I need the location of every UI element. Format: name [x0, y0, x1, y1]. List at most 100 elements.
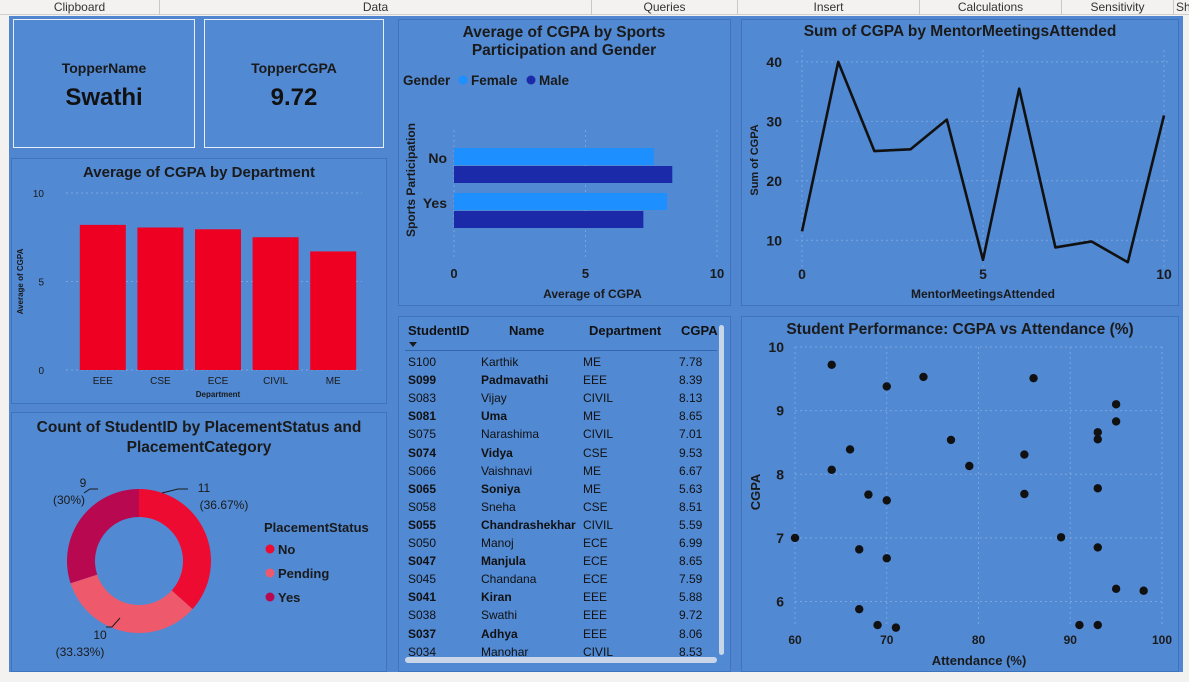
y-tick-label: 40	[766, 54, 782, 70]
chart-title: Sum of CGPA by MentorMeetingsAttended	[804, 23, 1117, 40]
bar-civil	[252, 237, 299, 370]
scatter-point	[882, 496, 891, 505]
table-row[interactable]: S081 Uma ME 8.65	[399, 409, 730, 427]
card-topper-cgpa[interactable]: TopperCGPA 9.72	[205, 20, 383, 147]
column-header-department[interactable]: Department	[589, 323, 662, 338]
leader-line	[106, 617, 121, 628]
cell-studentid: S066	[408, 463, 437, 478]
table-row[interactable]: S058 Sneha CSE 8.51	[399, 500, 730, 518]
table-row[interactable]: S034 Manohar CIVIL 8.53	[399, 645, 730, 663]
table-row[interactable]: S038 Swathi EEE 9.72	[399, 608, 730, 626]
cell-studentid: S047	[408, 554, 437, 569]
y-axis-title: CGPA	[748, 473, 763, 510]
right-edge-strip	[1183, 16, 1189, 672]
table-row[interactable]: S074 Vidya CSE 9.53	[399, 446, 730, 464]
x-axis-title: MentorMeetingsAttended	[911, 287, 1055, 301]
table-row[interactable]: S083 Vijay CIVIL 8.13	[399, 391, 730, 409]
cell-department: EEE	[583, 626, 608, 641]
y-tick-label: 0	[38, 366, 44, 377]
data-label: 10	[93, 628, 107, 642]
scatter-point	[1093, 435, 1102, 444]
cell-studentid: S100	[408, 355, 437, 369]
chart-mentor-meetings[interactable]: Sum of CGPA by MentorMeetingsAttended 10 2…	[742, 20, 1178, 305]
ribbon-group-insert[interactable]: Insert	[738, 0, 920, 15]
cell-name: Kiran	[481, 590, 512, 605]
chart-title: Average of CGPA by Department	[83, 164, 315, 181]
scatter-point	[1093, 428, 1102, 437]
table-header: StudentID Name Department CGPA	[399, 323, 730, 345]
table-row[interactable]: S041 Kiran EEE 5.88	[399, 590, 730, 608]
scatter-point	[1093, 484, 1102, 493]
column-header-name[interactable]: Name	[509, 323, 545, 338]
y-axis-title: Sports Participation	[404, 123, 418, 237]
table-row[interactable]: S066 Vaishnavi ME 6.67	[399, 464, 730, 482]
data-label: (33.33%)	[56, 645, 105, 659]
ribbon-group-clipboard[interactable]: Clipboard	[0, 0, 160, 15]
sort-descending-icon[interactable]	[408, 341, 418, 349]
scatter-point	[1020, 489, 1029, 499]
table-row[interactable]: S065 Soniya ME 5.63	[399, 482, 730, 500]
cell-department: CSE	[583, 499, 608, 514]
cell-cgpa: 9.72	[679, 608, 703, 623]
cell-cgpa: 8.06	[679, 626, 703, 641]
horizontal-scrollbar[interactable]	[405, 657, 717, 663]
table-row[interactable]: S075 Narashima CIVIL 7.01	[399, 427, 730, 445]
table-row[interactable]: S099 Padmavathi EEE 8.39	[399, 373, 730, 391]
student-table[interactable]: StudentID Name Department CGPA S100 Karth…	[399, 317, 730, 671]
ribbon-group-calculations[interactable]: Calculations	[920, 0, 1062, 15]
ribbon-group-sensitivity[interactable]: Sensitivity	[1062, 0, 1174, 15]
chart-title: Count of StudentID by PlacementStatus an…	[37, 419, 362, 436]
cell-studentid: S037	[408, 626, 437, 641]
cell-studentid: S041	[408, 590, 437, 605]
vertical-scrollbar[interactable]	[719, 325, 724, 655]
chart-svg: Average of CGPA by Department 0 5 10 EEE CSE E…	[16, 164, 362, 399]
chart-placement-donut[interactable]: Count of StudentID by PlacementStatus an…	[12, 413, 386, 671]
cell-name: Vaishnavi	[481, 463, 533, 478]
scatter-point	[1020, 450, 1029, 459]
bar-ece	[195, 229, 241, 370]
cell-cgpa: 5.59	[679, 517, 703, 532]
x-axis-title: Department	[196, 390, 241, 399]
ribbon-group-queries[interactable]: Queries	[592, 0, 738, 15]
chart-svg: Sum of CGPA by MentorMeetingsAttended 10 2…	[749, 23, 1172, 301]
cell-name: Chandrashekhar	[481, 517, 576, 532]
chart-title: Participation and Gender	[472, 42, 656, 59]
x-tick-label: 0	[798, 266, 806, 282]
cell-cgpa: 8.53	[679, 644, 703, 659]
column-header-studentid[interactable]: StudentID	[408, 323, 470, 338]
cell-name: Swathi	[481, 608, 518, 623]
x-tick-label: 5	[979, 266, 987, 282]
chart-sports-gender[interactable]: Average of CGPA by Sports Participation a…	[399, 20, 730, 305]
x-tick-label: 100	[1152, 633, 1172, 647]
table-row[interactable]: S100 Karthik ME 7.78	[399, 355, 730, 373]
x-tick-label: 10	[710, 266, 724, 281]
chart-cgpa-vs-attendance[interactable]: Student Performance: CGPA vs Attendance …	[742, 317, 1178, 671]
table-row[interactable]: S047 Manjula ECE 8.65	[399, 554, 730, 572]
card-topper-name[interactable]: TopperName Swathi	[14, 20, 194, 147]
table-row[interactable]: S055 Chandrashekhar CIVIL 5.59	[399, 518, 730, 536]
ribbon-group-data[interactable]: Data	[160, 0, 592, 15]
cell-name: Adhya	[481, 626, 518, 641]
table-row[interactable]: S045 Chandana ECE 7.59	[399, 572, 730, 590]
cell-cgpa: 7.78	[679, 355, 703, 369]
chart-cgpa-by-department[interactable]: Average of CGPA by Department 0 5 10 EEE CSE E…	[12, 159, 386, 403]
chart-title: PlacementCategory	[127, 439, 272, 456]
data-label: (36.67%)	[200, 498, 249, 512]
table-row[interactable]: S050 Manoj ECE 6.99	[399, 536, 730, 554]
ribbon-group-share[interactable]: Sh	[1176, 0, 1189, 14]
y-tick-label: 10	[766, 232, 782, 248]
scatter-point	[1111, 417, 1121, 426]
y-tick-label: 5	[38, 278, 44, 289]
legend-label: Yes	[278, 590, 300, 605]
cell-department: CIVIL	[583, 644, 614, 659]
cell-department: ME	[583, 355, 601, 369]
table-row[interactable]: S037 Adhya EEE 8.06	[399, 627, 730, 645]
scatter-point	[1111, 584, 1121, 594]
cell-department: CIVIL	[583, 517, 614, 532]
column-header-cgpa[interactable]: CGPA	[681, 323, 718, 338]
cell-name: Sneha	[481, 499, 516, 514]
legend-marker	[526, 75, 536, 85]
x-tick-label: ECE	[208, 376, 229, 387]
bar-yes-male	[454, 211, 644, 228]
